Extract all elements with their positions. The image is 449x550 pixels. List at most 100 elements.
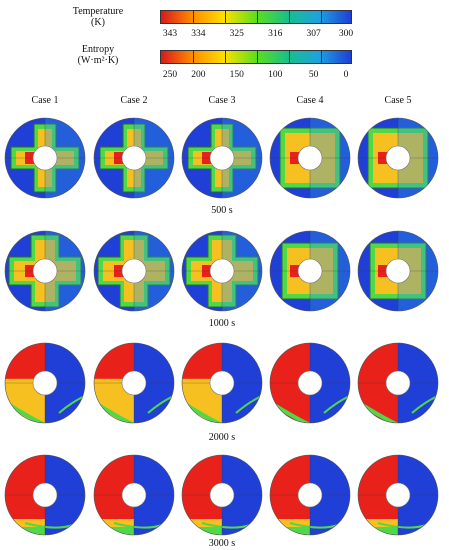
case-header-2: Case 2 bbox=[120, 95, 148, 106]
temperature-tick-label: 334 bbox=[191, 29, 206, 39]
contour-disc-r3-c4 bbox=[269, 342, 351, 424]
entropy-contour bbox=[289, 522, 339, 529]
outer-shell bbox=[357, 230, 439, 312]
inner-tube bbox=[32, 482, 58, 508]
outer-shell bbox=[4, 342, 86, 424]
outer-shell bbox=[181, 230, 263, 312]
time-label-1000: 1000 s bbox=[208, 318, 236, 329]
case-header-1: Case 1 bbox=[31, 95, 59, 106]
contour-disc-r2-c3 bbox=[181, 230, 263, 312]
outer-shell bbox=[357, 342, 439, 424]
entropy-colorbar bbox=[160, 50, 352, 64]
outer-shell bbox=[93, 342, 175, 424]
contour-disc-r4-c1 bbox=[4, 454, 86, 536]
entropy-colorbar-divider bbox=[321, 51, 322, 63]
temperature-tick-label: 343 bbox=[162, 29, 178, 39]
entropy-legend-title: Entropy (W·m²·K) bbox=[58, 44, 138, 66]
entropy-label-line2: (W·m²·K) bbox=[77, 55, 119, 66]
contour-disc-r2-c1 bbox=[4, 230, 86, 312]
entropy-label-line1: Entropy bbox=[81, 44, 115, 55]
inner-tube bbox=[32, 145, 58, 171]
contour-disc-r2-c4 bbox=[269, 230, 351, 312]
temperature-colorbar-divider bbox=[225, 11, 226, 23]
inner-tube bbox=[209, 370, 235, 396]
contour-disc-r2-c5 bbox=[357, 230, 439, 312]
outer-shell bbox=[269, 454, 351, 536]
outer-shell bbox=[4, 230, 86, 312]
entropy-colorbar-divider bbox=[289, 51, 290, 63]
temperature-label-line1: Temperature bbox=[72, 6, 124, 17]
inner-tube bbox=[209, 258, 235, 284]
entropy-colorbar-divider bbox=[257, 51, 258, 63]
inner-tube bbox=[209, 482, 235, 508]
outer-shell bbox=[181, 117, 263, 199]
entropy-tick-label: 0 bbox=[343, 70, 349, 80]
temperature-colorbar-divider bbox=[321, 11, 322, 23]
contour-disc-r1-c2 bbox=[93, 117, 175, 199]
inner-tube bbox=[385, 258, 411, 284]
temperature-tick-label: 316 bbox=[268, 29, 283, 39]
contour-disc-r3-c5 bbox=[357, 342, 439, 424]
contour-disc-r2-c2 bbox=[93, 230, 175, 312]
inner-tube bbox=[385, 482, 411, 508]
inner-tube bbox=[32, 258, 58, 284]
inner-tube bbox=[121, 482, 147, 508]
temperature-legend-title: Temperature (K) bbox=[58, 6, 138, 28]
contour-disc-r1-c3 bbox=[181, 117, 263, 199]
contour-field bbox=[358, 343, 438, 423]
inner-tube bbox=[32, 370, 58, 396]
contour-disc-r1-c1 bbox=[4, 117, 86, 199]
entropy-tick-label: 50 bbox=[308, 70, 319, 80]
case-header-5: Case 5 bbox=[384, 95, 412, 106]
inner-tube bbox=[385, 370, 411, 396]
time-label-500: 500 s bbox=[211, 205, 233, 216]
outer-shell bbox=[93, 117, 175, 199]
contour-disc-r1-c5 bbox=[357, 117, 439, 199]
temperature-tick-label: 325 bbox=[229, 29, 244, 39]
entropy-tick-label: 250 bbox=[162, 70, 178, 80]
case-header-3: Case 3 bbox=[208, 95, 236, 106]
outer-shell bbox=[181, 342, 263, 424]
outer-shell bbox=[269, 117, 351, 199]
time-label-3000: 3000 s bbox=[208, 538, 236, 549]
outer-shell bbox=[93, 454, 175, 536]
contour-disc-r3-c1 bbox=[4, 342, 86, 424]
temperature-colorbar-divider bbox=[289, 11, 290, 23]
inner-tube bbox=[297, 370, 323, 396]
inner-tube bbox=[297, 482, 323, 508]
inner-tube bbox=[385, 145, 411, 171]
entropy-tick-label: 100 bbox=[268, 70, 283, 80]
contour-disc-r4-c3 bbox=[181, 454, 263, 536]
case-header-4: Case 4 bbox=[296, 95, 324, 106]
entropy-contour bbox=[24, 522, 74, 529]
outer-shell bbox=[357, 454, 439, 536]
contour-disc-r4-c2 bbox=[93, 454, 175, 536]
inner-tube bbox=[209, 145, 235, 171]
temperature-colorbar-divider bbox=[257, 11, 258, 23]
entropy-contour bbox=[201, 522, 251, 529]
temperature-colorbar-divider bbox=[193, 11, 194, 23]
entropy-contour bbox=[377, 522, 427, 529]
entropy-contour bbox=[113, 522, 163, 529]
time-label-2000: 2000 s bbox=[208, 432, 236, 443]
outer-shell bbox=[357, 117, 439, 199]
inner-tube bbox=[297, 258, 323, 284]
temperature-tick-label: 307 bbox=[306, 29, 321, 39]
temperature-colorbar bbox=[160, 10, 352, 24]
outer-shell bbox=[269, 230, 351, 312]
outer-shell bbox=[4, 454, 86, 536]
contour-disc-r1-c4 bbox=[269, 117, 351, 199]
contour-disc-r3-c2 bbox=[93, 342, 175, 424]
inner-tube bbox=[121, 145, 147, 171]
inner-tube bbox=[121, 258, 147, 284]
temperature-label-line2: (K) bbox=[91, 17, 105, 28]
outer-shell bbox=[4, 117, 86, 199]
entropy-tick-label: 150 bbox=[229, 70, 244, 80]
entropy-tick-label: 200 bbox=[191, 70, 206, 80]
contour-disc-r3-c3 bbox=[181, 342, 263, 424]
contour-disc-r4-c4 bbox=[269, 454, 351, 536]
entropy-colorbar-divider bbox=[193, 51, 194, 63]
outer-shell bbox=[93, 230, 175, 312]
contour-disc-r4-c5 bbox=[357, 454, 439, 536]
outer-shell bbox=[269, 342, 351, 424]
